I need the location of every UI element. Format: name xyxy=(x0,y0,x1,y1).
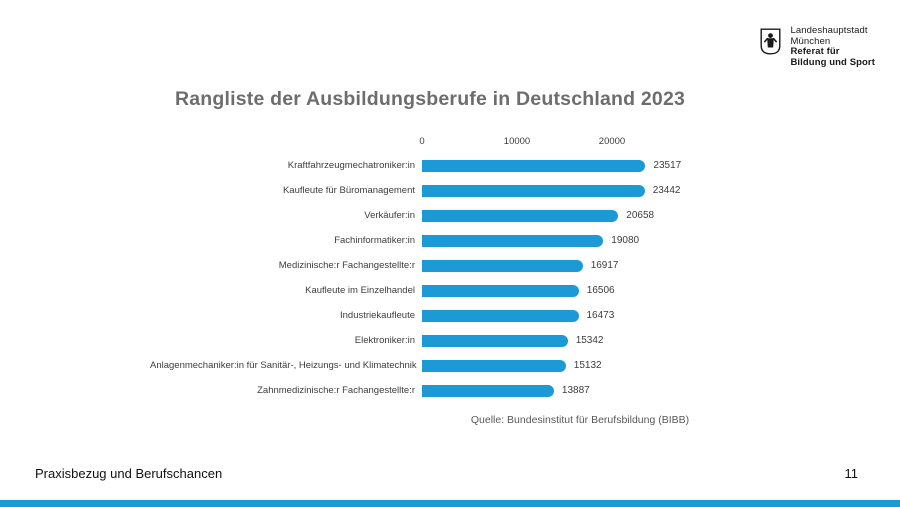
source-note: Quelle: Bundesinstitut für Berufsbildung… xyxy=(470,414,690,426)
bar-chart: 0 10000 20000 Kraftfahrzeugmechatroniker:i… xyxy=(150,136,750,403)
bar xyxy=(422,384,554,397)
category-label: Industriekaufleute xyxy=(340,310,415,321)
bottom-accent-bar xyxy=(0,500,900,507)
bar xyxy=(422,184,645,197)
category-label: Verkäufer:in xyxy=(364,210,415,221)
category-label: Elektroniker:in xyxy=(354,335,415,346)
bar xyxy=(422,159,646,172)
category-label: Medizinische:r Fachangestellte:r xyxy=(278,260,415,271)
bar-row: Industriekaufleute 16473 xyxy=(150,303,750,328)
value-label: 13887 xyxy=(561,385,590,396)
bar xyxy=(422,259,583,272)
x-axis: 0 10000 20000 xyxy=(150,136,750,153)
bar-row: Fachinformatiker:in 19080 xyxy=(150,228,750,253)
x-axis-tick: 0 xyxy=(419,136,425,147)
bar-row: Anlagenmechaniker:in für Sanitär-, Heizu… xyxy=(150,353,750,378)
bar-rows: Kraftfahrzeugmechatroniker:in 23517 Kaufle… xyxy=(150,153,750,403)
category-label: Kraftfahrzeugmechatroniker:in xyxy=(287,160,415,171)
logo-text: Landeshauptstadt München Referat für Bil… xyxy=(790,25,875,68)
bar-row: Kaufleute im Einzelhandel 16506 xyxy=(150,278,750,303)
bar xyxy=(422,284,579,297)
value-label: 16473 xyxy=(586,310,615,321)
value-label: 20658 xyxy=(626,210,655,221)
x-axis-tick: 10000 xyxy=(503,136,531,147)
bar-row: Kaufleute für Büromanagement 23442 xyxy=(150,178,750,203)
bar-row: Medizinische:r Fachangestellte:r 16917 xyxy=(150,253,750,278)
bar xyxy=(422,334,568,347)
bar xyxy=(422,209,619,222)
value-label: 15342 xyxy=(575,335,604,346)
footer-title: Praxisbezug und Berufschancen xyxy=(35,466,223,481)
bar-row: Verkäufer:in 20658 xyxy=(150,203,750,228)
logo-line-1: Landeshauptstadt xyxy=(790,25,868,36)
value-label: 16917 xyxy=(590,260,619,271)
logo-line-4: Bildung und Sport xyxy=(790,56,875,68)
value-label: 16506 xyxy=(586,285,615,296)
category-label: Kaufleute im Einzelhandel xyxy=(305,285,415,296)
logo-line-3: Referat für xyxy=(790,46,840,58)
value-label: 23517 xyxy=(653,160,682,171)
bar-row: Elektroniker:in 15342 xyxy=(150,328,750,353)
logo-line-2: München xyxy=(790,35,831,47)
category-label: Kaufleute für Büromanagement xyxy=(282,185,415,196)
value-label: 19080 xyxy=(611,235,640,246)
category-label: Zahnmedizinische:r Fachangestellte:r xyxy=(257,385,415,396)
category-label: Fachinformatiker:in xyxy=(334,235,415,246)
chart-title: Rangliste der Ausbildungsberufe in Deuts… xyxy=(174,88,686,110)
bar xyxy=(422,234,604,247)
value-label: 15132 xyxy=(573,360,602,371)
bar-row: Zahnmedizinische:r Fachangestellte:r 1388… xyxy=(150,378,750,403)
x-axis-tick: 20000 xyxy=(598,136,626,147)
category-label: Anlagenmechaniker:in für Sanitär-, Heizu… xyxy=(150,360,417,371)
page-number: 11 xyxy=(844,466,859,481)
munich-coat-of-arms-icon xyxy=(760,28,781,55)
bar xyxy=(422,359,566,372)
value-label: 23442 xyxy=(652,185,681,196)
logo: Landeshauptstadt München Referat für Bil… xyxy=(760,25,875,68)
bar-row: Kraftfahrzeugmechatroniker:in 23517 xyxy=(150,153,750,178)
bar xyxy=(422,309,579,322)
